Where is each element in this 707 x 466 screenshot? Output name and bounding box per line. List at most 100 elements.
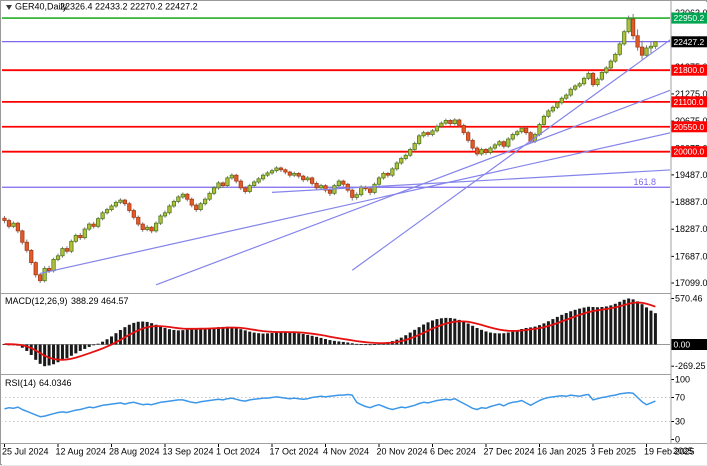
price-badge-label: 22427.2 (674, 37, 705, 47)
macd-bar (177, 330, 180, 344)
main-chart-area[interactable] (2, 2, 670, 293)
macd-label: MACD(12,26,9) (5, 296, 68, 306)
macd-bar (217, 327, 220, 344)
macd-bar (195, 329, 198, 345)
macd-bar (471, 326, 474, 345)
macd-bar (440, 318, 443, 344)
macd-bar (435, 319, 438, 344)
candle-bull (212, 188, 215, 193)
candle-bull (654, 42, 657, 47)
candle-bull (404, 155, 407, 158)
candle-bull (159, 216, 162, 223)
time-tick-label: 25 Jul 2024 (2, 447, 49, 457)
price-tick-label: 17099.0 (675, 278, 707, 288)
macd-bar (498, 333, 501, 344)
price-tick-label: 19487.0 (675, 170, 707, 180)
candle-bull (293, 173, 296, 175)
macd-bar (239, 329, 242, 344)
candle-bull (520, 128, 523, 132)
rsi-value: 64.0346 (39, 378, 72, 388)
macd-bar (431, 320, 434, 344)
candle-bear (25, 242, 28, 250)
candle-bear (47, 268, 50, 270)
macd-bar (48, 345, 51, 366)
candle-bear (368, 189, 371, 193)
candle-bull (172, 201, 175, 206)
time-tick-label: 4 Nov 2024 (323, 447, 369, 457)
candle-bull (435, 126, 438, 131)
candle-bear (502, 142, 505, 147)
macd-tick-label: 570.46 (675, 294, 703, 304)
macd-bar (262, 334, 265, 345)
macd-bar (600, 307, 603, 344)
macd-bar (297, 333, 300, 344)
time-tick-label: 17 Oct 2024 (269, 447, 318, 457)
macd-bar (493, 333, 496, 344)
candle-bull (440, 123, 443, 126)
macd-bar (360, 344, 363, 345)
macd-bar (458, 320, 461, 345)
macd-bar (163, 328, 166, 345)
macd-bar (101, 342, 104, 345)
macd-bar (342, 342, 345, 345)
candle-bear (38, 275, 41, 281)
candle-bull (582, 78, 585, 83)
macd-bar (476, 328, 479, 345)
macd-bar (591, 307, 594, 344)
macd-bar (119, 330, 122, 345)
candle-bear (471, 140, 474, 148)
candle-bear (310, 178, 313, 183)
candle-bull (266, 173, 269, 175)
macd-bar (293, 333, 296, 345)
rsi-label: RSI(14) (5, 378, 36, 388)
macd-bar (204, 328, 207, 344)
candle-bear (640, 47, 643, 55)
macd-bar (230, 327, 233, 344)
candle-bull (605, 68, 608, 73)
rsi-panel-area[interactable] (2, 375, 670, 443)
macd-bar (279, 332, 282, 344)
candle-bull (163, 213, 166, 216)
candle-bear (426, 133, 429, 135)
candle-bull (400, 158, 403, 163)
macd-bar (61, 345, 64, 361)
candle-bear (7, 220, 10, 226)
candle-bear (346, 184, 349, 190)
macd-bar (288, 332, 291, 344)
candle-bear (221, 183, 224, 186)
candle-bear (631, 19, 634, 36)
macd-bar (137, 322, 140, 345)
candle-bull (547, 111, 550, 116)
candle-bull (257, 179, 260, 182)
macd-bar (605, 306, 608, 344)
macd-bar (507, 333, 510, 345)
candle-bull (507, 139, 510, 146)
macd-bar (614, 304, 617, 345)
time-tick-label: 1 Oct 2024 (216, 447, 260, 457)
candle-bear (92, 224, 95, 226)
macd-bar (565, 313, 568, 344)
candle-bull (337, 181, 340, 186)
macd-bar (645, 307, 648, 344)
candle-bear (462, 125, 465, 132)
candle-bull (409, 149, 412, 155)
candle-bull (270, 171, 273, 173)
candle-bull (614, 54, 617, 61)
candle-bear (466, 133, 469, 141)
candle-bull (391, 169, 394, 175)
price-badge-label: 20000.0 (674, 147, 705, 157)
candle-bear (123, 200, 126, 204)
macd-bar (253, 333, 256, 345)
macd-bar (636, 301, 639, 344)
macd-bar (257, 333, 260, 344)
candle-bear (288, 172, 291, 175)
candle-bull (627, 19, 630, 32)
macd-bar (623, 300, 626, 345)
candle-bull (319, 186, 322, 188)
macd-bar (248, 332, 251, 345)
candle-bear (279, 168, 282, 170)
candle-bull (203, 199, 206, 204)
candle-bear (484, 149, 487, 152)
candle-bull (359, 187, 362, 195)
